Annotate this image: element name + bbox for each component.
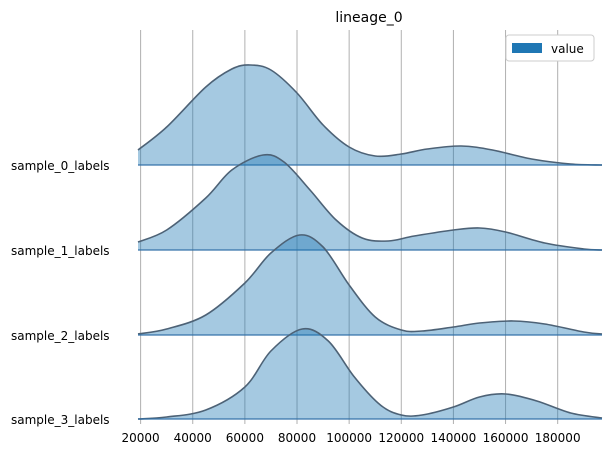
x-tick-label: 80000 bbox=[278, 431, 316, 445]
ridge-area bbox=[138, 328, 602, 419]
legend: value bbox=[505, 34, 595, 62]
row-label: sample_0_labels bbox=[11, 159, 110, 173]
x-axis-tick-labels: 20000 40000 60000 80000 100000 120000 140000 16… bbox=[122, 431, 581, 445]
legend-swatch bbox=[512, 43, 542, 53]
legend-label: value bbox=[551, 42, 584, 56]
x-tick-label: 140000 bbox=[431, 431, 477, 445]
row-label: sample_2_labels bbox=[11, 329, 110, 343]
row-label: sample_1_labels bbox=[11, 244, 110, 258]
ridge-line bbox=[137, 64, 603, 166]
x-tick-label: 160000 bbox=[483, 431, 529, 445]
x-tick-label: 120000 bbox=[378, 431, 424, 445]
ridge-area bbox=[138, 234, 602, 335]
chart-title: lineage_0 bbox=[335, 10, 402, 26]
ridge-line bbox=[137, 153, 603, 251]
row-labels: sample_0_labels sample_1_labels sample_2_l… bbox=[11, 159, 110, 427]
ridge-area bbox=[138, 64, 602, 165]
ridge-line bbox=[137, 327, 603, 420]
x-tick-label: 40000 bbox=[174, 431, 212, 445]
x-tick-label: 20000 bbox=[122, 431, 160, 445]
legend-frame bbox=[505, 34, 595, 62]
grid-lines bbox=[140, 30, 559, 424]
ridge-area bbox=[138, 154, 602, 250]
x-tick-label: 100000 bbox=[326, 431, 372, 445]
ridges bbox=[137, 64, 603, 420]
x-tick-label: 180000 bbox=[535, 431, 581, 445]
row-label: sample_3_labels bbox=[11, 413, 110, 427]
ridge-line bbox=[137, 234, 603, 335]
x-tick-label: 60000 bbox=[226, 431, 264, 445]
